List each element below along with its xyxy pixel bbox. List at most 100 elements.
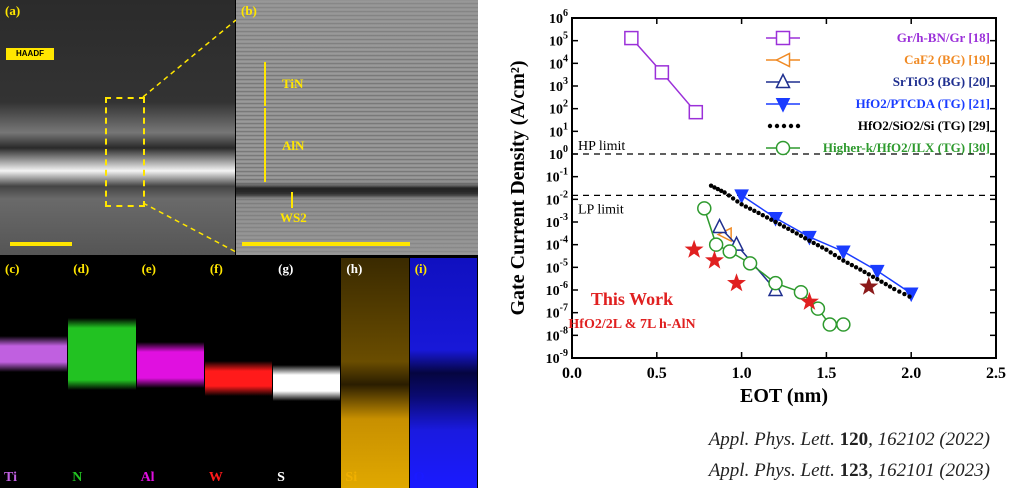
y-tick-label: 10-2 [546,189,568,208]
series-dot-4 [815,242,821,248]
limit-label-0: HP limit [578,139,625,154]
eds-map-label-al: (e) [141,261,156,276]
zoom-lines [142,19,237,253]
tin-layer-label: TiN [282,76,304,91]
eds-map-n: (d) N [68,258,136,488]
series-dot-4 [760,213,765,218]
legend-label-2: SrTiO3 (BG) [20] [893,74,990,89]
data-point-6-3 [799,291,819,310]
series-dot-4 [811,240,816,246]
series-dot-4 [769,217,774,222]
series-dot-4 [853,265,859,270]
micrograph-figure: (a) HAADF (b) TiN AlN WS2 (c) Ti (d) N (e) Al… [0,0,478,488]
eds-element-label-w: W [208,470,223,485]
y-tick-label: 10-4 [546,235,568,254]
citation-2-volume: 123 [839,460,869,481]
series-7 [859,276,879,295]
eds-map-label-n: (d) [73,261,90,276]
y-tick-label: 101 [549,121,568,140]
eds-map-label-ti: (c) [5,261,20,276]
series-6 [684,239,819,310]
ws2-arrow [291,192,293,208]
series-dot-4 [715,186,721,192]
series-dot-4 [902,291,907,297]
data-point-5-0 [697,201,712,216]
legend-marker-1 [774,52,791,68]
data-point-6-1 [705,250,724,269]
eds-map-label-w: (f) [209,261,223,276]
panel-b-label: (b) [241,3,257,18]
eds-map-label-o: (i) [414,261,427,276]
aln-bracket [264,108,266,182]
series-5 [697,201,851,332]
eds-map-label-s: (g) [278,261,294,276]
series-dot-4 [870,274,876,279]
legend-dot [788,123,794,129]
y-axis-label: Gate Current Density (A/cm²) [507,60,529,315]
haadf-badge: HAADF [6,48,54,60]
data-point-5-7 [822,317,838,332]
series-dot-4 [875,276,880,282]
citation-1-rest: , 162102 (2022) [868,429,990,450]
data-point-0-0 [624,30,639,46]
aln-layer-label: AlN [282,138,305,153]
series-0 [624,30,704,120]
eds-maps-row: (c) Ti (d) N (e) Al (f) W (g) S (h) Si (i) O [0,258,478,488]
data-point-6-0 [684,239,704,258]
series-line-3 [741,194,912,295]
data-point-5-1 [708,237,724,252]
annotation-line1: This Work [591,289,673,309]
plot-frame [571,17,997,359]
series-dot-4 [824,247,829,252]
legend-label-3: HfO2/PTCDA (TG) [21] [856,96,990,111]
eds-element-label-si: Si [345,470,358,485]
series-dot-4 [887,284,893,289]
series-dot-4 [807,238,812,243]
data-point-6-2 [727,273,746,292]
eds-element-label-n: N [72,470,83,485]
annotation-line2: HfO2/2L & 7L h-AlN [568,317,695,332]
eds-map-s: (g) S [273,258,341,488]
eds-element-label-s: S [277,470,285,485]
legend-label-1: CaF2 (BG) [19] [904,52,990,67]
legend-marker-0 [775,30,791,46]
series-dot-4 [756,210,761,216]
y-tick-label: 10-3 [546,212,568,231]
series-4 [708,183,912,299]
y-tick-label: 105 [549,31,568,50]
data-point-5-2 [722,244,737,259]
data-point-5-5 [793,284,809,300]
y-tick-label: 100 [549,144,568,163]
series-dot-4 [879,279,884,284]
y-tick-label: 10-7 [546,303,568,322]
y-tick-label: 104 [549,53,568,72]
series-dot-4 [803,236,808,241]
legend-label-4: HfO2/SiO2/Si (TG) [29] [858,118,990,133]
data-point-5-3 [742,256,758,271]
panel-a-label: (a) [5,3,21,18]
series-dot-4 [845,260,850,265]
series-dot-4 [862,269,867,275]
limit-label-1: LP limit [578,202,624,217]
eds-element-label-o: O [413,470,425,485]
series-dot-4 [781,224,787,229]
x-tick-label: 1.5 [816,365,836,382]
series-dot-4 [712,185,717,190]
series-dot-4 [752,208,757,214]
x-tick-label: 2.5 [986,365,1006,382]
citation-1-journal: Appl. Phys. Lett. [708,429,835,450]
series-dot-4 [794,231,799,236]
y-tick-label: 106 [549,8,568,27]
legend-marker-3 [775,98,791,113]
x-axis-label: EOT (nm) [740,385,828,407]
series-dot-4 [828,250,833,255]
eds-element-label-al: Al [140,470,155,485]
series-3 [734,189,919,303]
series-dot-4 [858,267,863,272]
series-dot-4 [892,286,897,292]
data-point-3-3 [836,245,851,261]
series-dot-4 [866,272,871,277]
legend-dot [781,123,787,129]
eds-map-w: (f) W [204,258,273,488]
series-dot-4 [722,190,727,195]
